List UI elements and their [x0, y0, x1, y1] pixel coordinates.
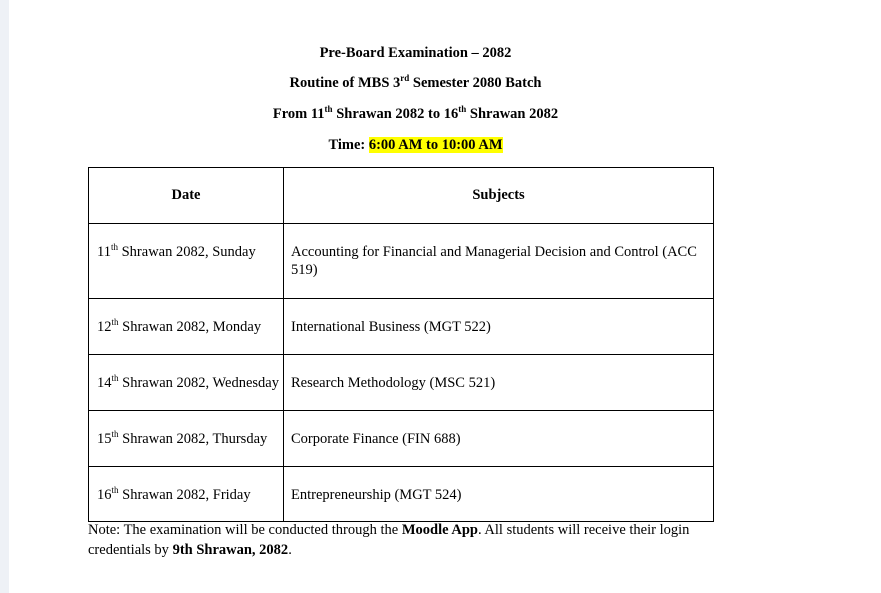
- routine-table: Date Subjects 11th Shrawan 2082, Sunday A…: [88, 167, 714, 522]
- date-cell: 15th Shrawan 2082, Thursday: [88, 410, 284, 467]
- routine-subtitle: Routine of MBS 3rd Semester 2080 Batch: [289, 73, 542, 91]
- time-highlight: 6:00 AM to 10:00 AM: [368, 137, 503, 153]
- table-row: 16th Shrawan 2082, Friday Entrepreneurshi…: [88, 466, 714, 522]
- table-row: 14th Shrawan 2082, Wednesday Research Met…: [88, 354, 714, 411]
- subject-cell: Accounting for Financial and Managerial …: [283, 223, 714, 299]
- subject-cell: Corporate Finance (FIN 688): [283, 410, 714, 467]
- date-cell: 14th Shrawan 2082, Wednesday: [88, 354, 284, 411]
- note: Note: The examination will be conducted …: [88, 522, 690, 558]
- header-subjects: Subjects: [283, 167, 714, 224]
- table-row: 11th Shrawan 2082, Sunday Accounting for …: [88, 223, 714, 299]
- table-row: 12th Shrawan 2082, Monday International B…: [88, 298, 714, 355]
- table-row: 15th Shrawan 2082, Thursday Corporate Fin…: [88, 410, 714, 467]
- subject-cell: International Business (MGT 522): [283, 298, 714, 355]
- exam-time: Time: 6:00 AM to 10:00 AM: [328, 137, 503, 153]
- subject-cell: Research Methodology (MSC 521): [283, 354, 714, 411]
- date-cell: 12th Shrawan 2082, Monday: [88, 298, 284, 355]
- header-date: Date: [88, 167, 284, 224]
- date-cell: 16th Shrawan 2082, Friday: [88, 466, 284, 522]
- document-title: Pre-Board Examination – 2082: [319, 45, 512, 61]
- date-cell: 11th Shrawan 2082, Sunday: [88, 223, 284, 299]
- table-header-row: Date Subjects: [88, 167, 714, 224]
- subject-cell: Entrepreneurship (MGT 524): [283, 466, 714, 522]
- date-range: From 11th Shrawan 2082 to 16th Shrawan 2…: [272, 104, 559, 122]
- page-margin: [0, 0, 9, 593]
